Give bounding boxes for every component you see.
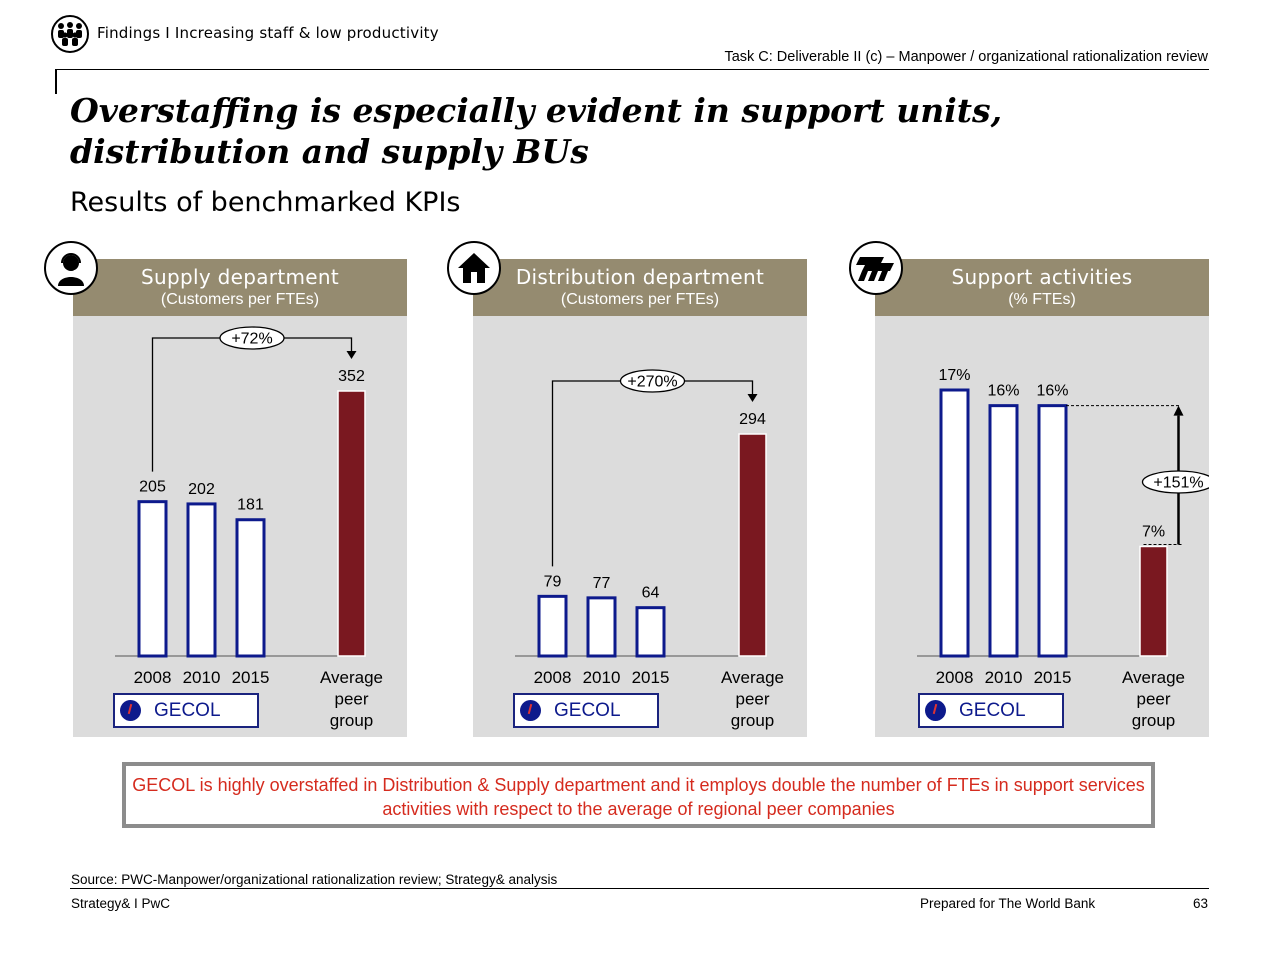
- bar-2015: [1037, 404, 1068, 658]
- delta-badge: [219, 326, 285, 350]
- bar-peer-group: [1139, 545, 1168, 657]
- tick-label-peer: peer: [334, 690, 368, 709]
- delta-label: +72%: [231, 331, 272, 348]
- data-label: 181: [237, 497, 264, 514]
- group-people-icon: [51, 15, 89, 53]
- tick-label-peer: peer: [735, 690, 769, 709]
- panel-title: Support activities: [951, 265, 1133, 289]
- gecol-legend: GECOL: [918, 693, 1064, 728]
- arrow-head-icon: [346, 351, 357, 359]
- header-divider: [55, 69, 1209, 70]
- breadcrumb: Findings I Increasing staff & low produc…: [97, 24, 439, 42]
- tick-label-peer: Average: [1122, 668, 1185, 687]
- tick-label: 2015: [1034, 668, 1072, 687]
- page-number: 63: [1192, 896, 1208, 911]
- data-label: 17%: [938, 367, 970, 384]
- bar-chart: 79 77 64 294 2008 2010 2015 Average peer group +27…: [515, 369, 784, 730]
- gecol-logo-icon: [925, 700, 946, 721]
- tick-label-peer: peer: [1136, 690, 1170, 709]
- data-label: 16%: [1036, 383, 1068, 400]
- panel-header: Supply department (Customers per FTEs): [73, 259, 407, 316]
- bar-2008: [939, 388, 970, 658]
- tick-label: 2010: [583, 668, 621, 687]
- tick-label: 2010: [985, 668, 1023, 687]
- bar-peer-group: [738, 433, 767, 657]
- data-label: 77: [593, 575, 611, 592]
- bar-2010: [988, 404, 1019, 658]
- delta-label: +151%: [1153, 475, 1203, 492]
- customer-headset-icon: [44, 241, 98, 295]
- delta-badge: [1141, 470, 1209, 494]
- data-label: 294: [739, 411, 766, 428]
- bar-2010: [186, 502, 217, 658]
- arrow-head-icon: [747, 394, 758, 402]
- house-icon: [447, 241, 501, 295]
- bar-2010: [586, 596, 617, 658]
- bar-2008: [137, 500, 168, 658]
- gecol-label: GECOL: [154, 699, 221, 721]
- data-label: 205: [139, 479, 166, 496]
- tick-label-peer: Average: [721, 668, 784, 687]
- data-label: 64: [642, 585, 660, 602]
- support-gears-icon: [849, 241, 903, 295]
- gecol-label: GECOL: [554, 699, 621, 721]
- footer-brand: Strategy& I PwC: [71, 896, 171, 911]
- support-activities-panel: Support activities (% FTEs) 17% 16% 16% 7% 2…: [875, 259, 1209, 737]
- panel-header: Distribution department (Customers per F…: [473, 259, 807, 316]
- delta-badge: [619, 369, 686, 393]
- tick-label: 2008: [534, 668, 572, 687]
- bar-chart: 17% 16% 16% 7% 2008 2010 2015 Average peer group +…: [917, 367, 1209, 730]
- arrow-head-icon: [1173, 405, 1184, 416]
- data-label: 7%: [1142, 523, 1165, 540]
- bar-2015: [635, 606, 666, 658]
- data-label: 202: [188, 481, 215, 498]
- tick-label: 2010: [183, 668, 221, 687]
- footer-prepared-for: Prepared for The World Bank: [920, 896, 1096, 911]
- gecol-logo-icon: [520, 700, 541, 721]
- supply-department-panel: Supply department (Customers per FTEs) 2…: [73, 259, 407, 737]
- key-finding-callout: GECOL is highly overstaffed in Distribut…: [122, 762, 1155, 828]
- tick-label-peer: group: [330, 711, 373, 730]
- data-label: 352: [338, 368, 365, 385]
- growth-bracket: [551, 380, 754, 567]
- panel-unit: (% FTEs): [1008, 291, 1076, 308]
- gecol-logo-icon: [120, 700, 141, 721]
- source-note: Source: PWC-Manpower/organizational rati…: [71, 872, 558, 887]
- data-label: 16%: [987, 383, 1019, 400]
- page-subtitle: Results of benchmarked KPIs: [70, 187, 461, 218]
- panel-title: Distribution department: [515, 265, 765, 289]
- header-tick: [55, 69, 57, 94]
- page-title: Overstaffing is especially evident in su…: [70, 91, 1003, 171]
- gecol-label: GECOL: [959, 699, 1026, 721]
- gecol-legend: GECOL: [113, 693, 259, 728]
- tick-label: 2008: [134, 668, 172, 687]
- panel-title: Supply department: [141, 265, 339, 289]
- gecol-legend: GECOL: [513, 693, 659, 728]
- panel-unit: (Customers per FTEs): [560, 291, 720, 308]
- growth-bracket: [151, 337, 353, 472]
- bar-2008: [537, 594, 568, 658]
- delta-label: +270%: [627, 374, 677, 391]
- tick-label-peer: group: [731, 711, 774, 730]
- footer-divider: [70, 888, 1209, 889]
- panel-unit: (Customers per FTEs): [160, 291, 320, 308]
- tick-label: 2015: [232, 668, 270, 687]
- data-label: 79: [544, 573, 562, 590]
- distribution-department-panel: Distribution department (Customers per F…: [473, 259, 807, 737]
- bar-peer-group: [337, 390, 366, 657]
- panel-header: Support activities (% FTEs): [875, 259, 1209, 316]
- task-label: Task C: Deliverable II (c) – Manpower / …: [724, 49, 1208, 65]
- bar-chart: 205 202 181 352 2008 2010 2015 Average peer group…: [115, 326, 383, 730]
- tick-label-peer: group: [1132, 711, 1175, 730]
- tick-label-peer: Average: [320, 668, 383, 687]
- tick-label: 2015: [632, 668, 670, 687]
- tick-label: 2008: [936, 668, 974, 687]
- bar-2015: [235, 518, 266, 658]
